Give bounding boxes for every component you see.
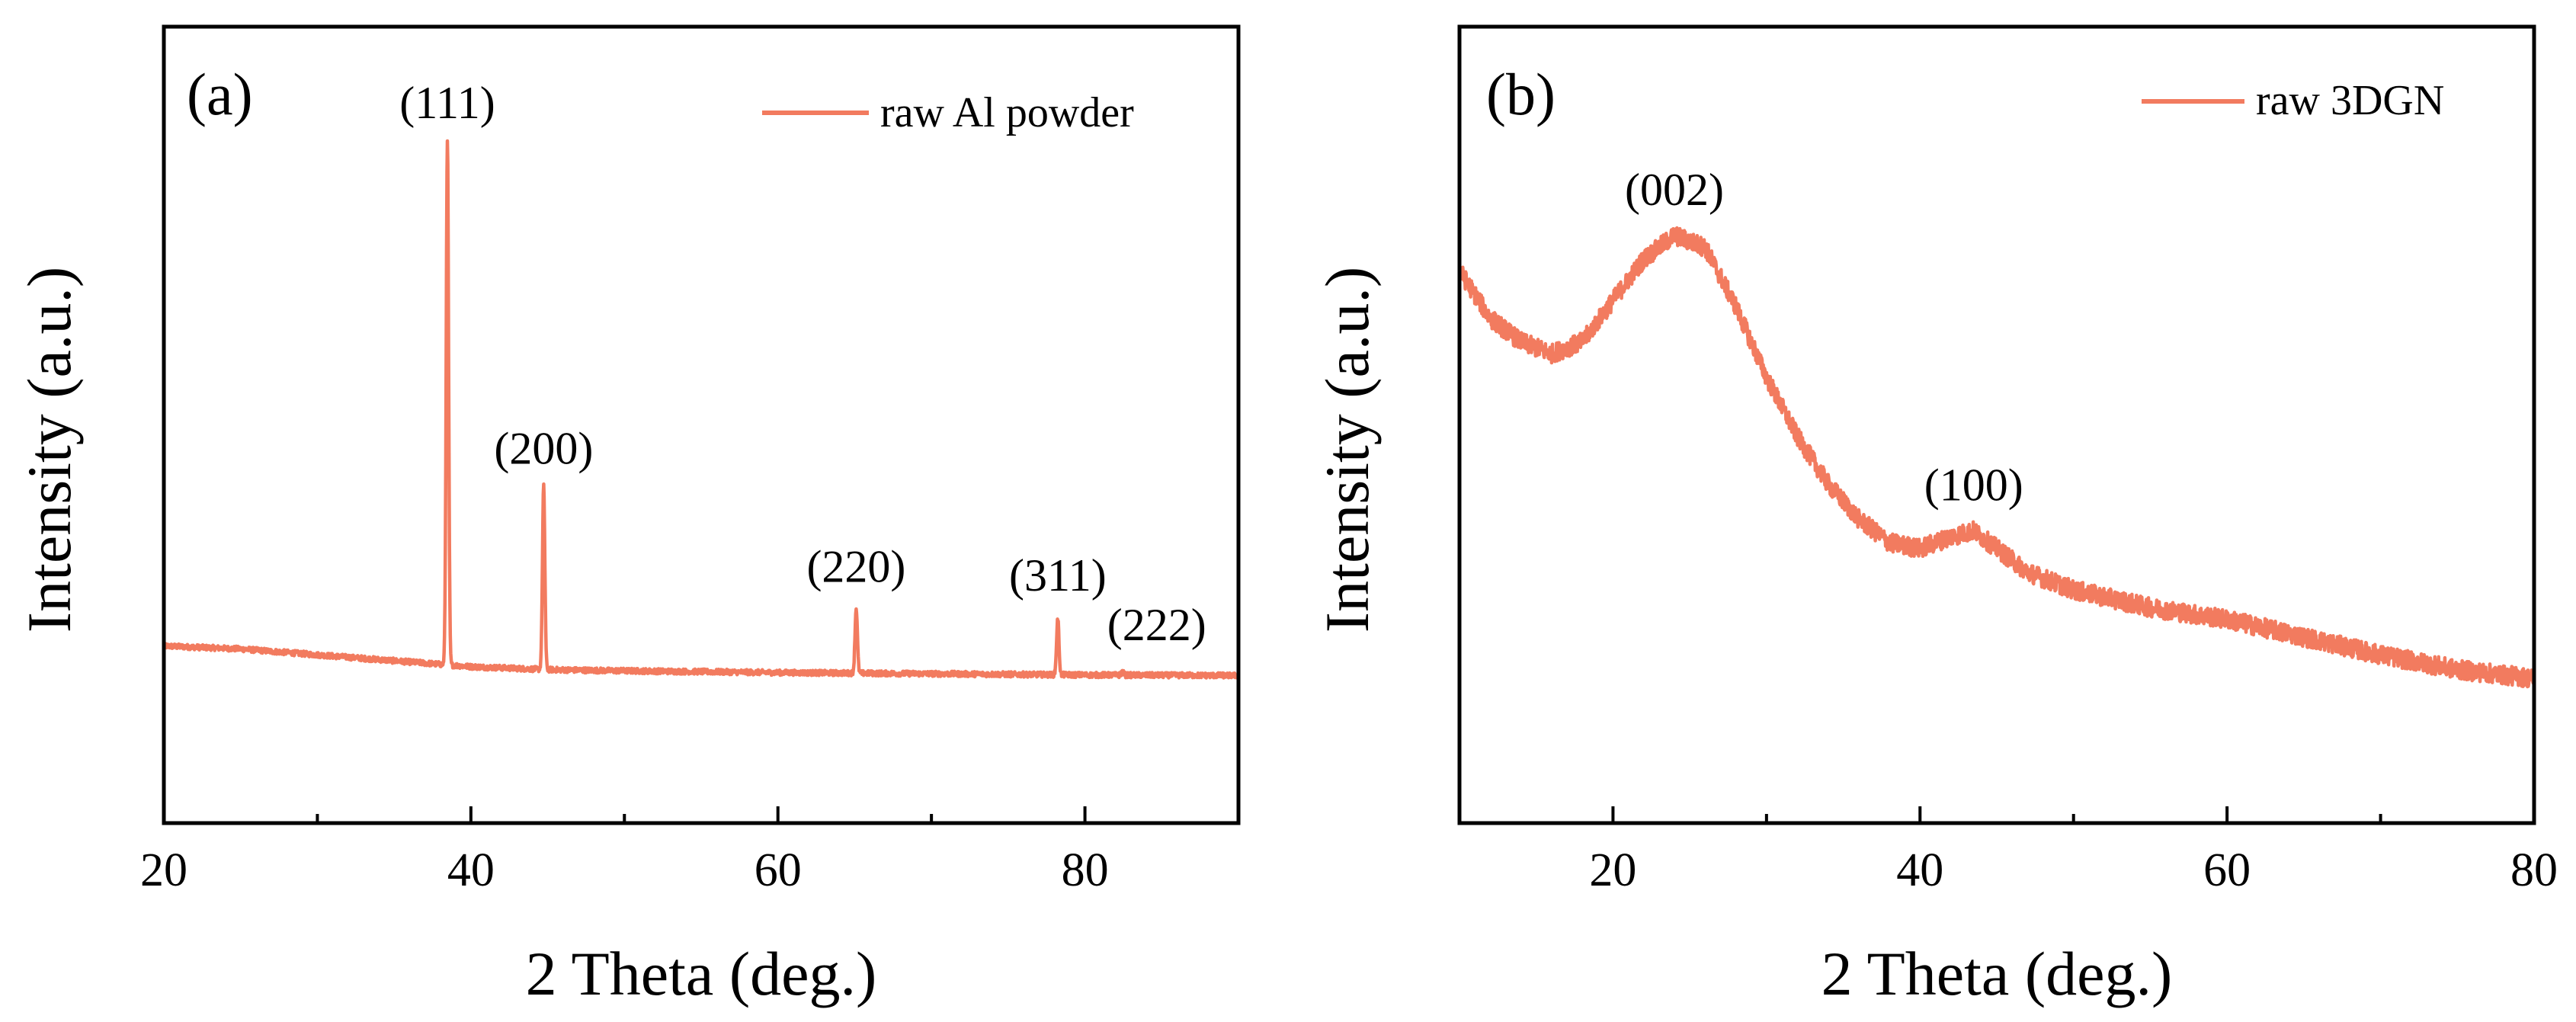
panel-a-x-tick-label: 60 [755, 844, 802, 896]
panel-a-peak-label: (222) [1107, 600, 1206, 650]
panel-b-x-tick-label: 20 [1589, 844, 1636, 896]
panel-a-label: (a) [187, 61, 253, 127]
panel-a-x-tick-label: 20 [140, 844, 187, 896]
panel-b-legend-label: raw 3DGN [2256, 77, 2444, 124]
panel-b-x-tick-label: 40 [1896, 844, 1943, 896]
panel-a-legend-label: raw Al powder [880, 89, 1134, 136]
panel-a-x-axis-label: 2 Theta (deg.) [526, 939, 877, 1008]
panel-a-chart: (a) Intensity (a.u.) 2 Theta (deg.) raw … [14, 24, 1241, 1008]
panel-a-peak-label: (200) [494, 423, 593, 473]
panel-a-peak-label: (311) [1009, 550, 1107, 601]
panel-b-label: (b) [1486, 61, 1556, 127]
panel-b-peak-label: (002) [1625, 165, 1724, 215]
panel-b-series-line [1457, 226, 2536, 689]
panel-a-plot-frame [162, 24, 1241, 825]
panel-b-y-axis-label: Intensity (a.u.) [1312, 267, 1382, 633]
panel-a-x-tick-label: 80 [1062, 844, 1109, 896]
panel-a-y-axis-label: Intensity (a.u.) [14, 267, 84, 633]
panel-a-series-line [162, 139, 1241, 680]
panel-b-x-tick-label: 60 [2203, 844, 2251, 896]
panel-b-peak-label: (100) [1924, 460, 2023, 511]
panel-a-x-tick-label: 40 [447, 844, 495, 896]
panel-b-chart: (b) Intensity (a.u.) 2 Theta (deg.) raw … [1312, 24, 2558, 1008]
panel-b-x-tick-label: 80 [2510, 844, 2558, 896]
panel-a-peak-label: (111) [399, 78, 495, 128]
panel-b-x-axis-label: 2 Theta (deg.) [1821, 939, 2173, 1008]
panel-a-peak-label: (220) [806, 541, 905, 591]
panel-b-plot-frame [1457, 24, 2536, 825]
